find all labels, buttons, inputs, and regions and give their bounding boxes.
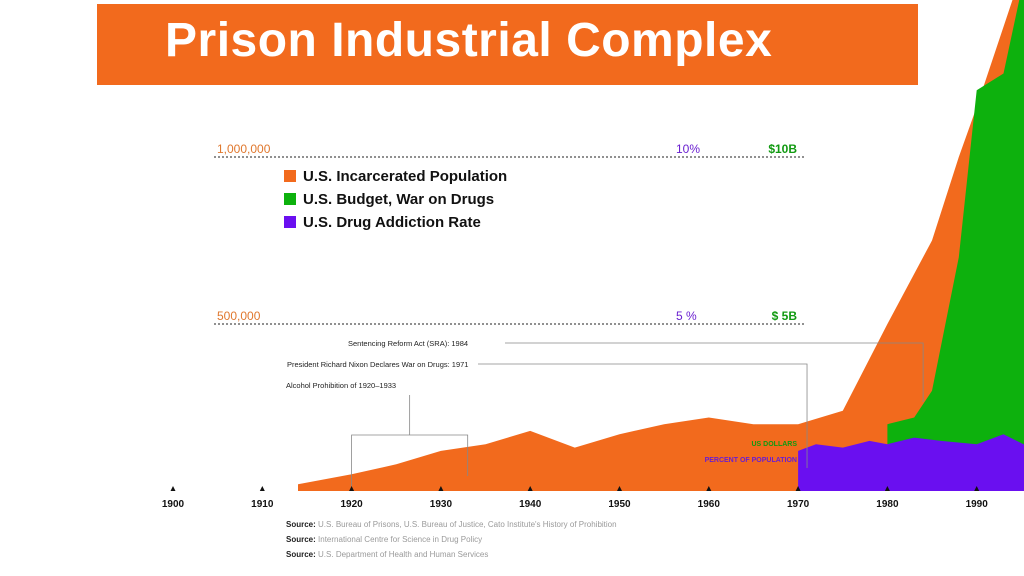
y-tick-label-population: 1,000,000 bbox=[217, 142, 271, 156]
x-tick-label: 1980 bbox=[876, 499, 899, 510]
x-tick-marker bbox=[170, 486, 176, 491]
annotation-callout bbox=[505, 342, 924, 402]
annotation-label: Sentencing Reform Act (SRA): 1984 bbox=[348, 339, 468, 348]
annotation-label: Alcohol Prohibition of 1920–1933 bbox=[286, 381, 396, 390]
page-title: Prison Industrial Complex bbox=[165, 14, 773, 67]
y-tick-label-dollars: $ 5B bbox=[772, 309, 798, 323]
x-tick-label: 1910 bbox=[251, 499, 274, 510]
x-tick-marker bbox=[974, 486, 980, 491]
x-tick-marker bbox=[884, 486, 890, 491]
annotation-label: President Richard Nixon Declares War on … bbox=[287, 360, 468, 369]
x-tick-marker bbox=[706, 486, 712, 491]
legend-label: U.S. Incarcerated Population bbox=[303, 168, 507, 185]
legend-label: U.S. Drug Addiction Rate bbox=[303, 214, 481, 231]
title-banner: Prison Industrial Complex bbox=[97, 4, 918, 85]
y-tick-label-percent: 5 % bbox=[676, 309, 697, 323]
right-legend-label: PERCENT OF POPULATION bbox=[705, 457, 797, 464]
legend-label: U.S. Budget, War on Drugs bbox=[303, 191, 494, 208]
annotation-callout bbox=[478, 363, 808, 468]
legend-swatch bbox=[284, 193, 296, 205]
source-text: U.S. Bureau of Prisons, U.S. Bureau of J… bbox=[318, 520, 617, 529]
legend-swatch bbox=[284, 170, 296, 182]
x-tick-marker bbox=[259, 486, 265, 491]
x-tick-marker bbox=[438, 486, 444, 491]
x-tick-label: 1990 bbox=[966, 499, 989, 510]
x-tick-label: 1920 bbox=[340, 499, 363, 510]
x-tick-label: 1960 bbox=[698, 499, 721, 510]
source-text: U.S. Department of Health and Human Serv… bbox=[318, 550, 489, 559]
series-area-2 bbox=[887, 0, 1024, 491]
chart-annotations: Sentencing Reform Act (SRA): 1984 Preside… bbox=[286, 339, 924, 491]
source-text: International Centre for Science in Drug… bbox=[318, 535, 483, 544]
chart-gridlines: 2,000,00020%$20B1,500,00015%$15B1,000,00… bbox=[214, 142, 804, 325]
x-tick-marker bbox=[349, 486, 355, 491]
series-area-3 bbox=[798, 434, 1024, 491]
x-tick-label: 1970 bbox=[787, 499, 810, 510]
y-tick-label-percent: 10% bbox=[676, 142, 700, 156]
source-label: Source: bbox=[286, 550, 316, 559]
source-line-2: Source: International Centre for Science… bbox=[286, 535, 482, 544]
chart-x-axis: 1900 1910 1920 1930 1940 1950 1960 1970 1980 1990… bbox=[162, 486, 989, 510]
x-tick-label: 1930 bbox=[430, 499, 453, 510]
x-tick-label: 1940 bbox=[519, 499, 542, 510]
chart-areas bbox=[298, 0, 1024, 491]
x-tick-marker bbox=[617, 486, 622, 491]
x-tick-marker bbox=[527, 486, 533, 491]
source-label: Source: bbox=[286, 535, 316, 544]
y-tick-label-population: 500,000 bbox=[217, 309, 261, 323]
source-line-3: Source: U.S. Department of Health and Hu… bbox=[286, 550, 488, 559]
x-tick-label: 1900 bbox=[162, 499, 185, 510]
legend-swatch bbox=[284, 216, 296, 228]
source-label: Source: bbox=[286, 520, 316, 529]
annotation-bracket bbox=[351, 434, 469, 491]
x-tick-marker bbox=[795, 486, 801, 491]
chart-right-legend: HUMAN LIVES US DOLLARS PERCENT OF POPULATI… bbox=[705, 425, 798, 464]
chart-legend: U.S. Incarcerated Population U.S. Budget,… bbox=[284, 168, 507, 231]
right-legend-label: HUMAN LIVES bbox=[749, 425, 798, 432]
x-tick-label: 1950 bbox=[608, 499, 631, 510]
y-tick-label-dollars: $10B bbox=[768, 142, 797, 156]
source-line-1: Source: U.S. Bureau of Prisons, U.S. Bur… bbox=[286, 520, 617, 529]
right-legend-label: US DOLLARS bbox=[752, 441, 798, 448]
